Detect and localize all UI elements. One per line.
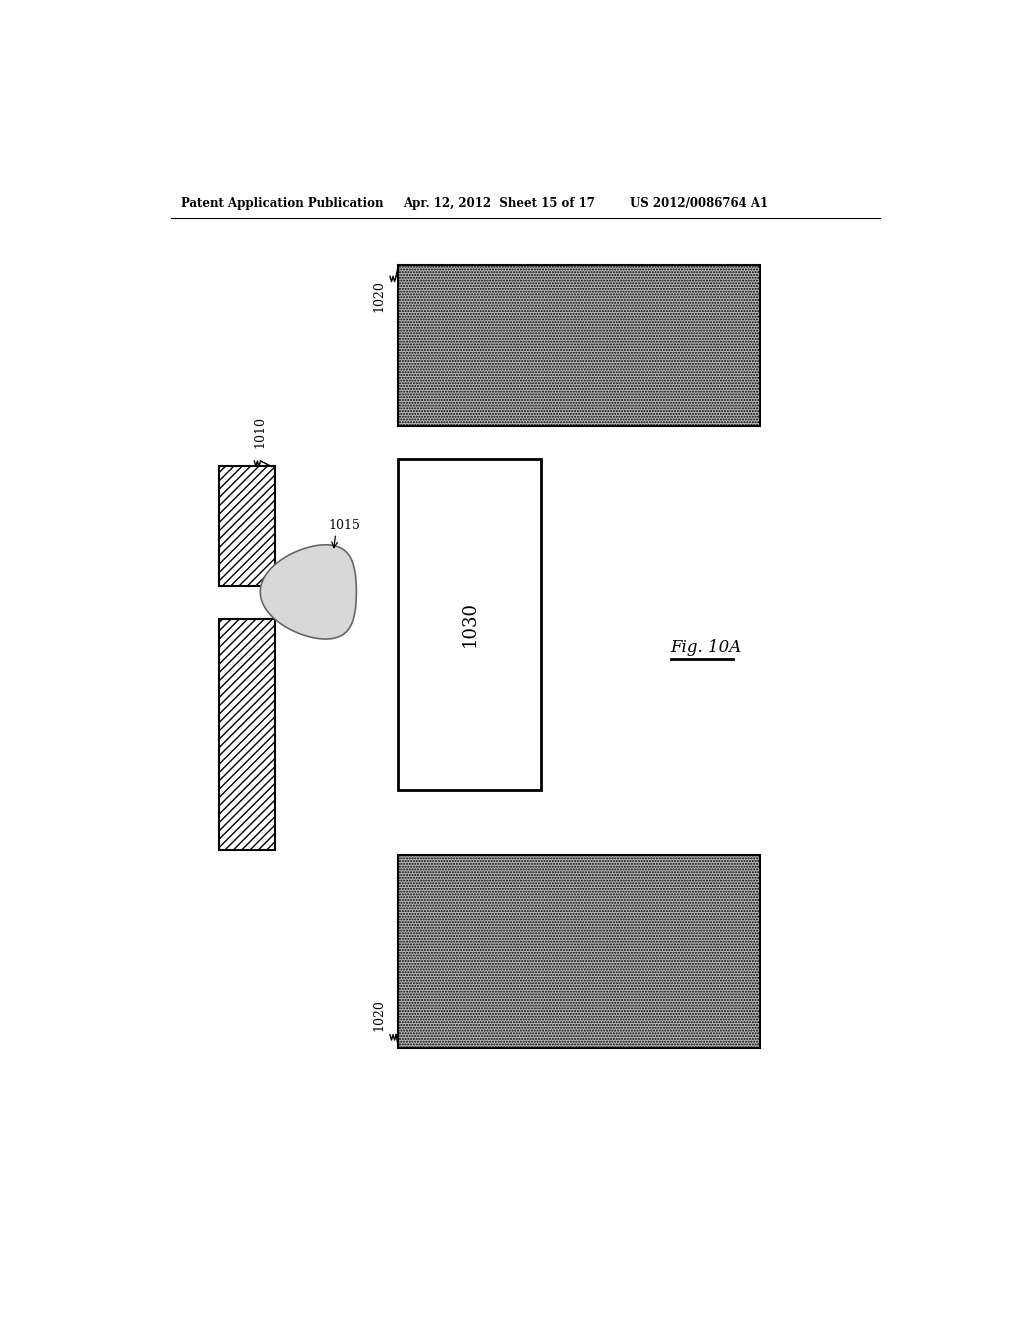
Text: Patent Application Publication: Patent Application Publication	[180, 197, 383, 210]
Text: Apr. 12, 2012  Sheet 15 of 17: Apr. 12, 2012 Sheet 15 of 17	[403, 197, 595, 210]
Bar	[397, 855, 761, 1048]
Bar	[397, 264, 761, 426]
Text: 1020: 1020	[373, 280, 386, 312]
Polygon shape	[260, 545, 356, 639]
Text: 1010: 1010	[253, 416, 266, 447]
Bar	[219, 466, 275, 586]
Bar	[219, 619, 275, 850]
Text: 1020: 1020	[373, 999, 386, 1031]
Text: 1015: 1015	[328, 519, 359, 532]
Text: 1030: 1030	[461, 601, 478, 647]
Text: Fig. 10A: Fig. 10A	[671, 639, 741, 656]
Text: US 2012/0086764 A1: US 2012/0086764 A1	[630, 197, 768, 210]
Bar	[397, 459, 541, 789]
